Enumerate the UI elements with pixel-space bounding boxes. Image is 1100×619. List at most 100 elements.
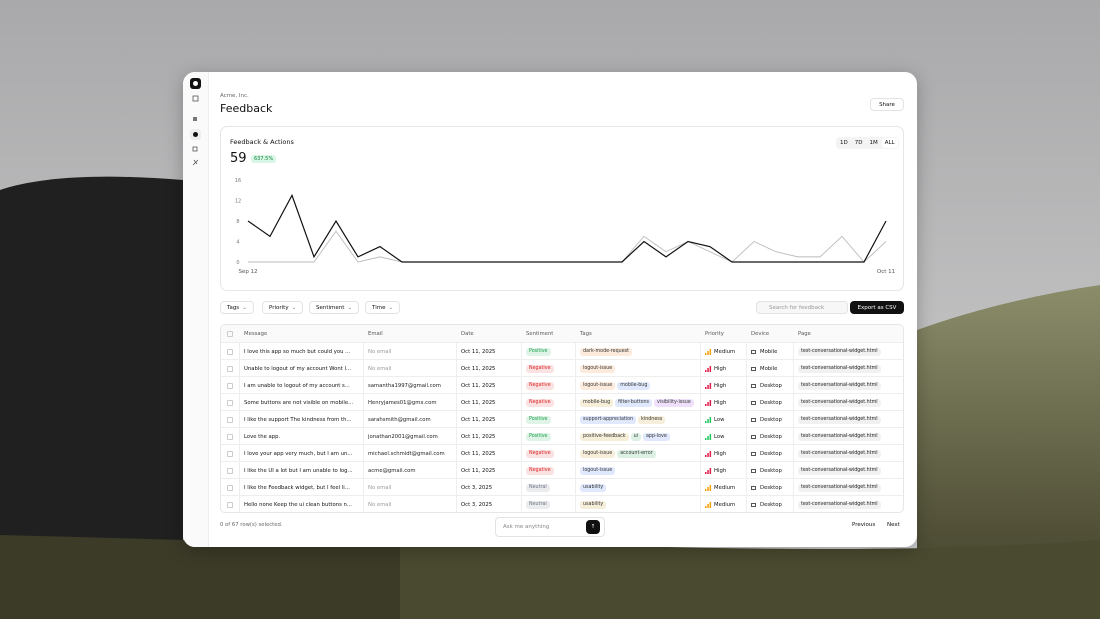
- device-label: Desktop: [760, 382, 782, 389]
- message: Hello none Keep the ui clean buttons n..…: [244, 501, 352, 508]
- ask-input[interactable]: Ask me anything: [495, 517, 605, 537]
- range-button[interactable]: 7D: [854, 140, 863, 146]
- priority-bar: [705, 488, 707, 491]
- filter-button[interactable]: Sentiment ⌄: [309, 301, 360, 314]
- next-button[interactable]: Next: [887, 522, 900, 528]
- priority-bar: [705, 454, 707, 457]
- device-icon: [751, 417, 756, 422]
- checkbox: [227, 360, 233, 377]
- sentiment: Negative: [526, 445, 554, 462]
- device-icon: [751, 349, 756, 354]
- priority-icon: [705, 467, 712, 474]
- priority-bar: [705, 352, 707, 355]
- y-tick-label: 8: [236, 219, 239, 225]
- device: Desktop: [751, 394, 782, 411]
- tag-pill: usability: [580, 483, 607, 492]
- date: Oct 3, 2025: [461, 484, 493, 491]
- device: Desktop: [751, 411, 782, 428]
- sentiment-pill: Negative: [526, 466, 554, 475]
- priority: High: [705, 445, 726, 462]
- priority: High: [705, 462, 726, 479]
- email: No email: [368, 365, 392, 372]
- message: Love the app.: [244, 433, 281, 440]
- checkbox: [227, 343, 233, 360]
- table-row: Hello none Keep the ui clean buttons n..…: [221, 495, 903, 512]
- priority-bar: [709, 467, 712, 474]
- column-header: Message: [244, 330, 268, 337]
- device-label: Mobile: [760, 365, 778, 372]
- date: Oct 11, 2025: [461, 348, 496, 355]
- sentiment-pill: Negative: [526, 381, 554, 390]
- device: Desktop: [751, 428, 782, 445]
- table-row: I love your app very much, but I am un..…: [221, 444, 903, 461]
- chevron: ⌄: [347, 304, 353, 311]
- page-cell: test-conversational-widget.html: [798, 428, 881, 445]
- page-cell: test-conversational-widget.html: [798, 496, 881, 512]
- tag-pill: filter-buttons: [615, 398, 653, 407]
- priority-bar: [707, 435, 709, 440]
- priority-bar: [705, 437, 707, 440]
- device-label: Desktop: [760, 399, 782, 406]
- chevron: ⌄: [291, 304, 297, 311]
- feedback-table: Message Email Date Sentiment Tags Priority Dev…: [220, 324, 904, 513]
- sentiment-pill: Neutral: [526, 500, 550, 509]
- date: Oct 11, 2025: [461, 450, 496, 457]
- page-cell: test-conversational-widget.html: [798, 445, 881, 462]
- device-icon: [751, 434, 756, 439]
- search-input[interactable]: Search for feedback: [756, 301, 848, 314]
- sentiment: Negative: [526, 360, 554, 377]
- tags: usability: [580, 496, 607, 512]
- priority-icon: [705, 399, 712, 406]
- previous-button[interactable]: Previous: [852, 522, 876, 528]
- priority-label: High: [714, 399, 727, 406]
- sentiment: Negative: [526, 462, 554, 479]
- range-button[interactable]: 1M: [869, 140, 878, 146]
- device: Mobile: [751, 360, 777, 377]
- date: Oct 11, 2025: [461, 433, 496, 440]
- column-divider: [575, 325, 576, 512]
- range-button[interactable]: 1D: [840, 140, 848, 146]
- send-button[interactable]: ↑: [586, 520, 600, 534]
- checkbox: [227, 325, 233, 342]
- export-button[interactable]: Export as CSV: [850, 301, 904, 314]
- priority-bar: [709, 382, 712, 389]
- filter-button[interactable]: Time ⌄: [365, 301, 401, 314]
- message: I love your app very much, but I am un..…: [244, 450, 353, 457]
- chart-card: Feedback & Actions 59 637.5% 1D 7D 1M ALL 0…: [220, 126, 904, 291]
- column-divider: [521, 325, 522, 512]
- y-tick-label: 16: [235, 178, 241, 184]
- device-label: Desktop: [760, 467, 782, 474]
- priority-label: High: [714, 450, 727, 457]
- search-placeholder: Search for feedback: [769, 304, 825, 311]
- filter-label: Priority: [269, 304, 289, 311]
- table-row: Love the app. jonathan2001@gmail.com Oct 1…: [221, 427, 903, 444]
- priority-bar: [705, 505, 707, 508]
- page-pill: test-conversational-widget.html: [798, 364, 881, 373]
- sentiment-pill: Negative: [526, 398, 554, 407]
- share-button[interactable]: Share: [870, 98, 904, 111]
- date: Oct 11, 2025: [461, 365, 496, 372]
- page-cell: test-conversational-widget.html: [798, 377, 881, 394]
- filter-button[interactable]: Priority ⌄: [262, 301, 304, 314]
- message: Unable to logout of my account Wont l...: [244, 365, 352, 372]
- device-icon: [751, 451, 756, 456]
- email: No email: [368, 348, 392, 355]
- priority-bar: [709, 501, 712, 508]
- range-button[interactable]: ALL: [881, 138, 898, 148]
- date: Oct 11, 2025: [461, 416, 496, 423]
- filter-button[interactable]: Tags ⌄: [220, 301, 254, 314]
- device: Desktop: [751, 377, 782, 394]
- priority-icon: [705, 348, 712, 355]
- tags: logout-issue: [580, 360, 616, 377]
- priority-bar: [707, 452, 709, 457]
- priority-bar: [705, 386, 707, 389]
- email: Henryjames01@gmx.com: [368, 399, 437, 406]
- sidebar: [183, 72, 209, 547]
- page-pill: test-conversational-widget.html: [798, 398, 881, 407]
- priority-bar: [709, 416, 712, 423]
- priority: Low: [705, 411, 724, 428]
- priority-icon: [705, 433, 712, 440]
- priority: High: [705, 377, 726, 394]
- date: Oct 11, 2025: [461, 399, 496, 406]
